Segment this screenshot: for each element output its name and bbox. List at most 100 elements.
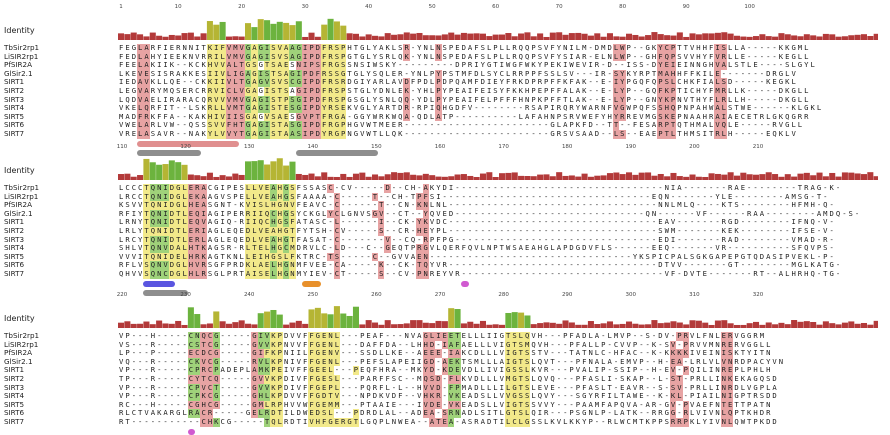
sequence-name[interactable]: SIRT3 [4,234,25,244]
identity-bar [518,175,525,180]
identity-bar [403,32,410,40]
identity-bar [645,324,652,328]
identity-bar [765,322,772,328]
sequence-name[interactable]: SIRT1 [4,365,25,375]
identity-bar [149,32,156,40]
sequence-name[interactable]: GlSir2.1 [4,208,33,218]
identity-bar [759,174,766,180]
sequence-name[interactable]: SIRT7 [4,268,25,278]
identity-bar [441,34,448,40]
sequence-name[interactable]: SIRT2 [4,373,25,383]
identity-bar [422,173,429,180]
block2-feature-d[interactable] [460,280,469,287]
identity-bar [264,20,271,40]
identity-bar [479,33,486,40]
sequence-name[interactable]: SIRT3 [4,382,25,392]
identity-bar [149,162,156,180]
identity-bar [156,164,163,180]
identity-bar [784,34,791,40]
block2-feature-c[interactable] [302,280,322,287]
identity-bar [289,322,296,328]
block2-feature-b[interactable] [143,289,188,296]
identity-bar [581,173,588,180]
identity-bar [340,313,347,328]
identity-bar [251,27,258,40]
identity-bar [378,36,385,40]
identity-bar [727,323,734,328]
identity-bar [391,172,398,180]
ruler-tick-label: 190 [625,144,637,150]
identity-bar [854,173,861,180]
identity-bar [181,33,188,40]
sequence-name[interactable]: LiSIR2rp1 [4,51,39,61]
sequence-name[interactable]: SIRT1 [4,77,25,87]
identity-bar [384,320,391,328]
sequence-name[interactable]: TbSir2rp1 [4,43,40,52]
identity-bar [613,172,620,180]
sequence-name[interactable]: PfSIR2A [4,60,33,70]
identity-bar [556,323,563,328]
identity-bar [822,321,829,328]
identity-bar [314,176,321,180]
identity-bar [721,32,728,40]
identity-bar [276,158,283,180]
identity-bar [791,35,798,40]
sequence-name[interactable]: SIRT6 [4,408,25,418]
sequence-name[interactable]: SIRT1 [4,217,25,227]
sequence-name[interactable]: SIRT7 [4,416,25,426]
sequence-name[interactable]: TbSir2rp1 [4,331,40,340]
sequence-name[interactable]: SIRT4 [4,391,25,401]
sequence-name[interactable]: PfSIR2A [4,200,33,210]
identity-bar [200,176,207,180]
identity-bar [130,323,137,328]
feature-bar-3[interactable] [168,149,188,156]
identity-bar [657,323,664,328]
sequence-name[interactable]: SIRT3 [4,94,25,104]
sequence-name[interactable]: SIRT2 [4,225,25,235]
block1-feature-a[interactable] [137,140,239,147]
sequence-name[interactable]: SIRT7 [4,128,25,138]
identity-bar [473,33,480,40]
sequence-name[interactable]: PfSIR2A [4,348,33,358]
identity-bar [683,324,690,328]
sequence-name[interactable]: SIRT5 [4,111,25,121]
sequence-name[interactable]: SIRT5 [4,399,25,409]
sequence-name[interactable]: SIRT5 [4,251,25,261]
sequence-name[interactable]: SIRT4 [4,103,25,113]
block3-feature-a[interactable] [187,428,196,435]
sequence-name[interactable]: SIRT2 [4,85,25,95]
identity-bar [352,33,359,40]
identity-bar [245,23,252,40]
identity-bar [803,172,810,180]
sequence-name[interactable]: GlSir2.1 [4,68,33,78]
identity-bar [168,160,175,180]
identity-bar [848,35,855,40]
block1-feature-c[interactable] [295,149,379,156]
sequence-name[interactable]: SIRT6 [4,120,25,130]
sequence-name[interactable]: TbSir2rp1 [4,183,40,192]
block2-feature-a[interactable] [143,280,176,287]
identity-bar [416,320,423,328]
sequence-name[interactable]: GlSir2.1 [4,356,33,366]
ruler-tick-label: 70 [555,4,563,10]
identity-bar [467,33,474,40]
identity-bar [403,323,410,328]
sequence-name[interactable]: SIRT4 [4,243,25,253]
identity-bar [276,21,283,40]
identity-bar [797,173,804,180]
sequence-name[interactable]: LiSIR2rp1 [4,191,39,201]
identity-bar [702,176,709,180]
sequence-name[interactable]: LiSIR2rp1 [4,339,39,349]
identity-bar [181,324,188,328]
identity-bar [372,35,379,40]
sequence-name[interactable]: SIRT6 [4,260,25,270]
